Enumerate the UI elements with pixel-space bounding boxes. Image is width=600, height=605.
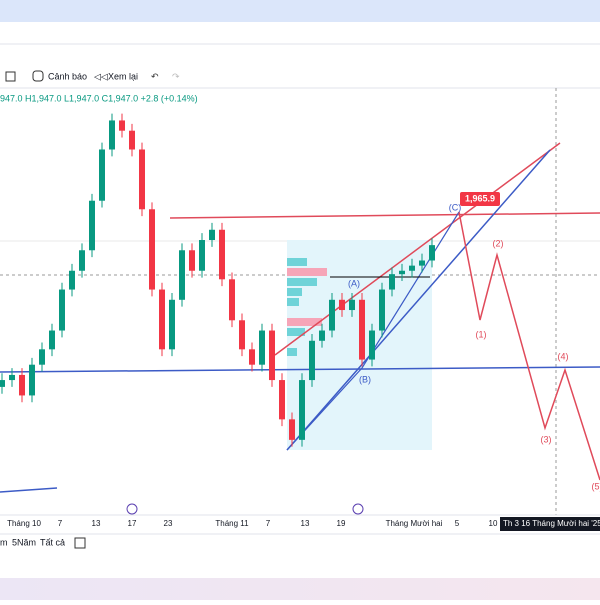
wave-label: (C) [449, 202, 462, 212]
candle-body [49, 331, 55, 350]
x-tick-label: 7 [266, 519, 271, 528]
candle-body [419, 261, 425, 266]
candle-body [179, 250, 185, 300]
candle-body [369, 331, 375, 360]
ohlc-legend: 947.0 H1,947.0 L1,947.0 C1,947.0 +2.8 (+… [0, 93, 198, 103]
replay-icon[interactable]: ◁◁ [94, 71, 108, 81]
x-tick-label: Tháng 10 [7, 519, 41, 528]
x-tick-label: 13 [301, 519, 310, 528]
candle-body [99, 149, 105, 200]
candle-body [239, 320, 245, 349]
candle-body [189, 250, 195, 270]
x-tick-label: 5 [455, 519, 460, 528]
event-icon[interactable] [353, 504, 363, 514]
top-band [0, 0, 600, 22]
candle-body [29, 365, 35, 396]
x-tick-label: 19 [337, 519, 346, 528]
crosshair-label: Th 3 16 Tháng Mười hai '25 13: [503, 519, 600, 528]
candle-body [209, 230, 215, 240]
candle-body [9, 375, 15, 380]
alert-icon[interactable] [33, 71, 43, 81]
candle-body [79, 250, 85, 270]
candle-body [299, 380, 305, 440]
candle-body [279, 380, 285, 419]
candle-body [109, 120, 115, 149]
candle-body [289, 419, 295, 439]
x-tick-label: 23 [164, 519, 173, 528]
candle-body [389, 274, 395, 289]
x-tick-label: Tháng Mười hai [386, 519, 443, 528]
event-icon[interactable] [127, 504, 137, 514]
candle-body [429, 245, 435, 260]
candle-body [139, 149, 145, 209]
redo[interactable]: ↷ [172, 71, 180, 81]
x-tick-label: 10 [489, 519, 498, 528]
x-tick-label: 17 [128, 519, 137, 528]
candle-body [89, 201, 95, 251]
candle-body [409, 266, 415, 271]
x-tick-label: 13 [92, 519, 101, 528]
wave-label: (2) [493, 238, 504, 248]
wave-label: (A) [348, 278, 360, 288]
wave-label: (4) [558, 351, 569, 361]
candle-body [359, 300, 365, 360]
candle-body [59, 290, 65, 331]
candle-body [149, 209, 155, 289]
candle-body [19, 375, 25, 395]
candle-body [249, 349, 255, 364]
alert-button[interactable]: Cảnh báo [48, 71, 87, 81]
candle-body [129, 131, 135, 150]
undo[interactable]: ↶ [151, 71, 159, 81]
wave-label: (B) [359, 374, 371, 384]
trend-line [0, 488, 57, 492]
candle-body [259, 331, 265, 365]
candle-body [269, 331, 275, 381]
wave-label: (5) [592, 481, 600, 491]
layout-icon[interactable] [6, 72, 15, 81]
candle-body [39, 349, 45, 364]
candle-body [119, 120, 125, 130]
candle-body [69, 271, 75, 290]
candle-body [309, 341, 315, 380]
bottom-band [0, 578, 600, 600]
candle-body [329, 300, 335, 331]
candle-body [219, 230, 225, 280]
candle-body [0, 380, 5, 387]
candle-body [379, 290, 385, 331]
range-button[interactable]: Tất cả [40, 537, 65, 547]
candle-body [159, 290, 165, 350]
range-button[interactable]: m [0, 537, 8, 547]
candle-body [169, 300, 175, 350]
candle-body [349, 300, 355, 310]
candle-body [199, 240, 205, 271]
candle-body [399, 271, 405, 274]
x-axis: Tháng 10 7 13 17 23 Tháng 11 7 13 19 Tháng Mười h… [7, 519, 498, 528]
wave-label: (3) [541, 434, 552, 444]
candle-body [229, 279, 235, 320]
header [0, 22, 600, 44]
x-tick-label: Tháng 11 [215, 519, 249, 528]
candle-body [339, 300, 345, 310]
wave-label: (1) [476, 329, 487, 339]
replay-button[interactable]: Xem lại [108, 71, 138, 81]
x-tick-label: 7 [58, 519, 63, 528]
resistance-line [170, 213, 600, 218]
candle-body [319, 331, 325, 341]
date-picker[interactable] [75, 538, 85, 548]
range-button[interactable]: 5Năm [12, 537, 36, 547]
price-label: 1,965.9 [465, 193, 495, 203]
wave-projection [459, 212, 600, 480]
